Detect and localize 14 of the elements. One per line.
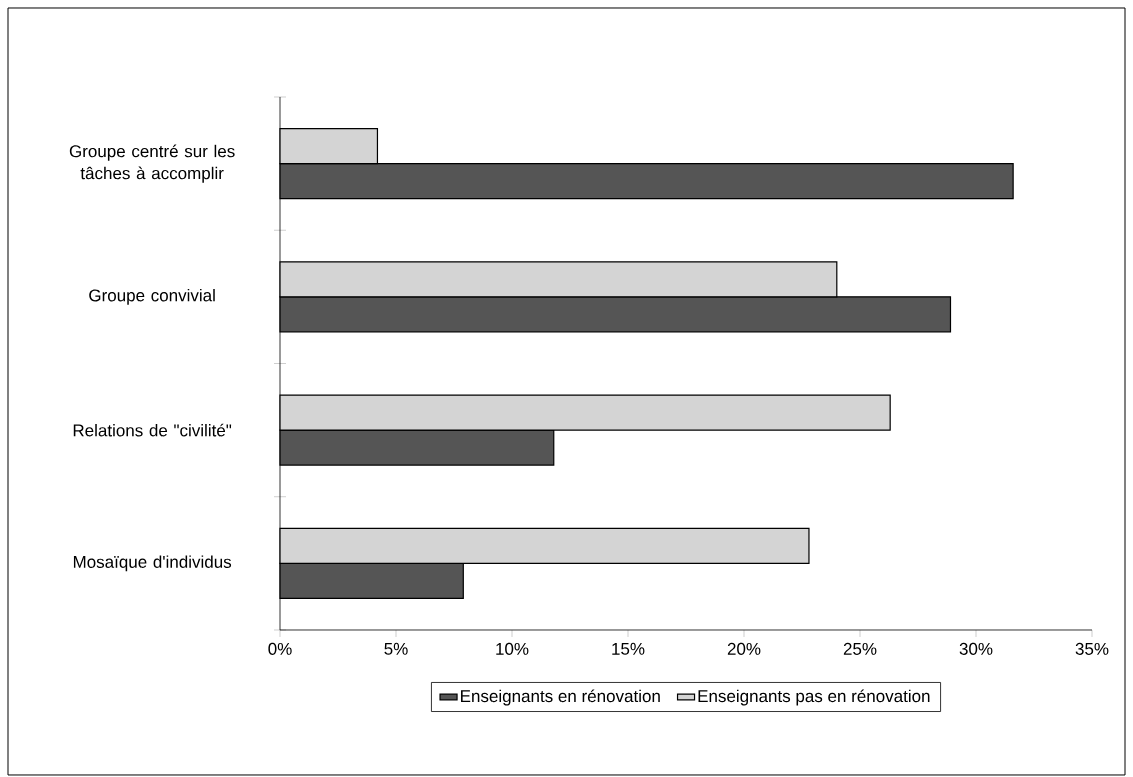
legend-label: Enseignants pas en rénovation — [698, 689, 930, 706]
x-tick-label: 35% — [1075, 642, 1109, 655]
x-tick-label: 25% — [843, 642, 877, 655]
x-tick-label: 15% — [612, 642, 645, 655]
x-tick-label: 20% — [727, 642, 761, 655]
legend-label: Enseignants en rénovation — [461, 689, 660, 706]
x-tick-label: 0% — [268, 642, 292, 655]
x-tick-label: 10% — [496, 642, 529, 655]
y-tick-label: Relations de "civilité" — [73, 423, 232, 437]
x-tick-label: 5% — [384, 642, 408, 655]
x-tick-label: 30% — [959, 642, 993, 655]
y-tick-label: Groupe centré sur les tâches à accomplir — [69, 144, 235, 183]
y-tick-label: Mosaïque d'individus — [73, 555, 232, 572]
y-tick-label: Groupe convivial — [89, 288, 215, 305]
